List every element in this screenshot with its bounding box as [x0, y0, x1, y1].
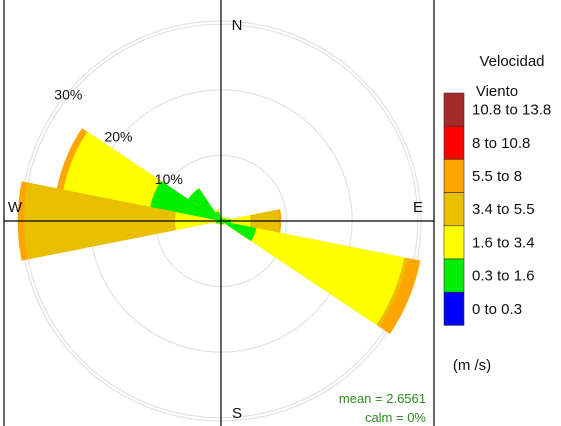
radial-tick-label: 20% [104, 129, 132, 145]
petal-segment-0-3-to-1-6 [188, 188, 221, 221]
petal-292.5deg [57, 128, 222, 221]
legend-label: 5.5 to 8 [472, 168, 522, 185]
compass-label-west: W [8, 199, 23, 216]
radial-tick-label: 30% [54, 87, 82, 103]
compass-label-north: N [232, 17, 243, 34]
petal-segment-0-3-to-1-6 [215, 211, 221, 221]
petal-segment-0-3-to-1-6 [215, 221, 221, 224]
petal-segment-0-3-to-1-6 [221, 218, 224, 221]
legend-label: 10.8 to 13.8 [472, 102, 551, 119]
legend-label: 0 to 0.3 [472, 301, 522, 318]
legend: Velocidad Viento 10.8 to 13.8 8 to 10.8 5.… [443, 53, 551, 374]
petal-247.5deg [214, 221, 221, 225]
petal-315deg [188, 188, 221, 221]
petal-segment-1-6-to-3-4 [221, 221, 405, 325]
petal-segment-0-3-to-1-6 [221, 221, 257, 242]
petal-337.5deg [214, 209, 221, 221]
legend-swatch [443, 291, 465, 326]
petal-segment-0-3-to-1-6 [221, 218, 227, 221]
legend-units: (m /s) [453, 357, 491, 374]
legend-label: 0.3 to 1.6 [472, 268, 535, 285]
legend-label: 1.6 to 3.4 [472, 234, 535, 251]
calm-value-label: calm = 0% [365, 410, 426, 425]
petal-segment-0-3-to-1-6 [221, 221, 225, 225]
petal-135deg [221, 221, 226, 226]
radial-tick-labels: 10% 20% 30% [54, 87, 183, 187]
petal-112.5deg [221, 221, 421, 334]
legend-swatch [443, 225, 465, 260]
wind-petals [17, 128, 421, 334]
legend-swatch [443, 159, 465, 193]
legend-swatch [443, 258, 465, 293]
legend-label: 8 to 10.8 [472, 135, 530, 152]
petal-67.5deg [221, 216, 229, 221]
legend-swatch [443, 192, 465, 227]
compass-label-east: E [413, 199, 423, 216]
legend-label: 3.4 to 5.5 [472, 201, 535, 218]
radial-tick-label: 10% [155, 171, 183, 187]
legend-title-line1: Velocidad [479, 53, 544, 70]
legend-swatch [443, 92, 465, 127]
legend-swatch [443, 125, 465, 160]
legend-title-line2: Viento [476, 83, 518, 100]
petal-45deg [221, 217, 225, 221]
petal-segment-0-3-to-1-6 [150, 180, 221, 221]
compass-label-south: S [232, 405, 242, 422]
mean-value-label: mean = 2.6561 [339, 391, 426, 406]
petal-segment-0-3-to-1-6 [218, 221, 221, 224]
